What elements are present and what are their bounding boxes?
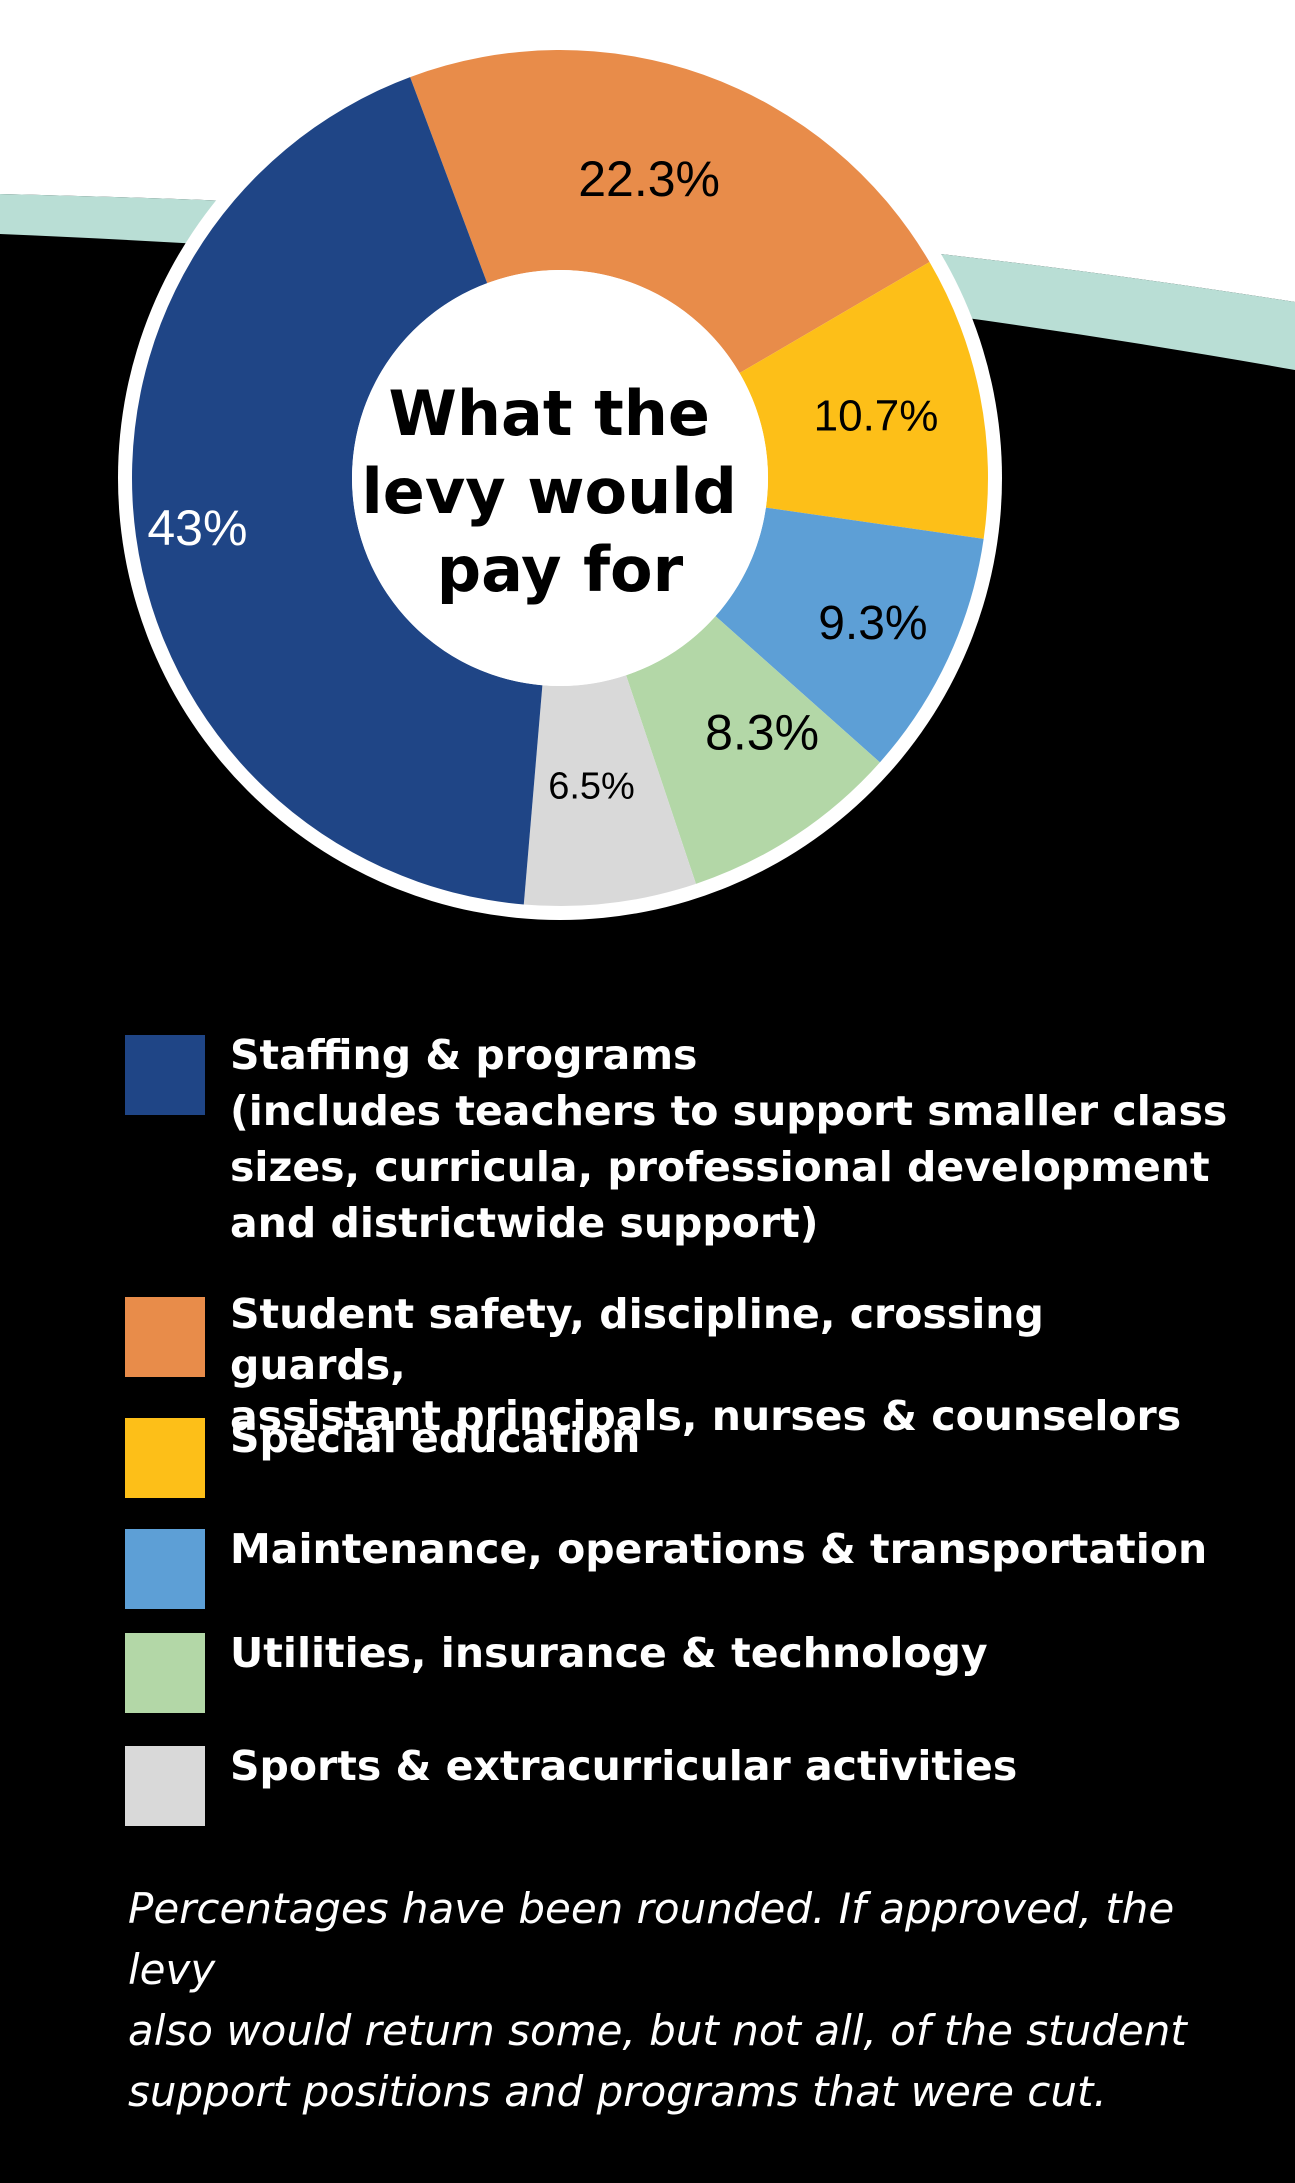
slice-label-4: 8.3% <box>705 705 819 761</box>
pie-slices <box>132 50 988 906</box>
legend-swatch-sports <box>125 1746 205 1826</box>
pie-slice-6 <box>132 77 543 905</box>
chart-title: What the levy would pay for <box>362 377 759 606</box>
legend-label-staffing: Staffing & programs (includes teachers t… <box>230 1027 1230 1251</box>
legend-label-special-education: Special education <box>230 1414 641 1462</box>
slice-label-2: 10.7% <box>814 392 939 441</box>
legend-label-student-safety-line-2: assistant principals, nurses & counselor… <box>230 1392 1182 1440</box>
slice-labels: 22.3% 10.7% 9.3% 8.3% 6.5% 43% <box>147 151 938 807</box>
pie-slice-2 <box>739 262 988 539</box>
footnote: Percentages have been rounded. If approv… <box>128 1878 1248 2122</box>
footnote-line-1: Percentages have been rounded. If approv… <box>128 1884 1175 1994</box>
legend-swatch-student-safety <box>125 1297 205 1377</box>
chart-title-line-1: What the <box>388 377 709 450</box>
legend-swatch-maintenance <box>125 1529 205 1609</box>
legend-label-maintenance: Maintenance, operations & transportation <box>230 1525 1208 1573</box>
legend-swatch-special-education <box>125 1418 205 1498</box>
chart-title-line-2: levy would <box>362 455 737 528</box>
legend-label-sports: Sports & extracurricular activities <box>230 1742 1018 1790</box>
legend-label-utilities: Utilities, insurance & technology <box>230 1629 988 1677</box>
legend-swatch-utilities <box>125 1633 205 1713</box>
legend-label-student-safety-line-1: Student safety, discipline, crossing gua… <box>230 1290 1044 1389</box>
slice-label-1: 22.3% <box>578 151 720 207</box>
pie-slice-3 <box>715 507 984 763</box>
slice-label-3: 9.3% <box>818 597 927 650</box>
donut-chart: 22.3% 10.7% 9.3% 8.3% 6.5% 43% What the levy … <box>118 36 1002 920</box>
legend-swatch-staffing <box>125 1035 205 1115</box>
legend-label-staffing-sub-2: sizes, curricula, professional developme… <box>230 1143 1210 1191</box>
footnote-line-3: support positions and programs that were… <box>128 2067 1107 2116</box>
chart-title-line-3: pay for <box>437 533 684 606</box>
pie-slice-1 <box>410 50 930 374</box>
footnote-line-2: also would return some, but not all, of … <box>128 2006 1187 2055</box>
legend-label-staffing-sub-1: (includes teachers to support smaller cl… <box>230 1087 1228 1135</box>
slice-label-5: 6.5% <box>548 765 635 807</box>
legend-label-staffing-title: Staffing & programs <box>230 1031 698 1079</box>
legend-label-staffing-sub-3: and districtwide support) <box>230 1199 819 1247</box>
chart-center-hole <box>352 270 768 686</box>
pie-slice-4 <box>626 616 880 884</box>
slice-label-6: 43% <box>147 500 247 556</box>
pie-slice-5 <box>523 675 696 906</box>
legend-label-student-safety: Student safety, discipline, crossing gua… <box>230 1289 1230 1442</box>
